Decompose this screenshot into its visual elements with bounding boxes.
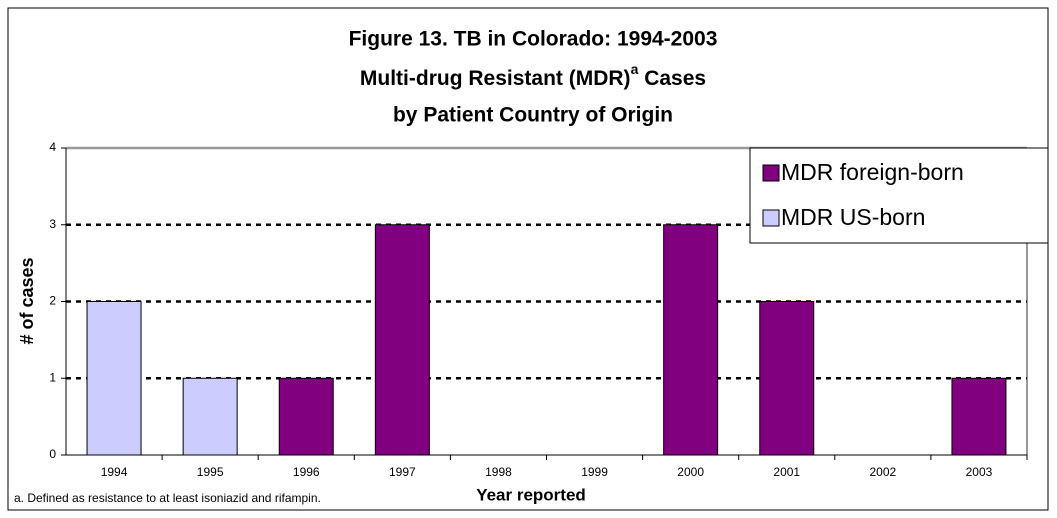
bar: [663, 224, 719, 456]
title-part: Cases: [638, 67, 706, 90]
y-tick-label: 3: [49, 217, 56, 231]
chart-title: Figure 13. TB in Colorado: 1994-2003: [349, 28, 718, 51]
legend-label: MDR US-born: [781, 204, 925, 230]
x-tick-label: 2002: [869, 465, 896, 479]
x-tick-label: 1997: [389, 465, 416, 479]
title-part: Multi-drug Resistant (MDR): [360, 67, 631, 90]
bar: [86, 301, 142, 456]
y-tick-label: 4: [49, 140, 56, 154]
bar: [278, 377, 334, 456]
x-tick-label: 1996: [293, 465, 320, 479]
y-tick-label: 2: [49, 294, 56, 308]
legend-swatch: [762, 209, 780, 227]
bar: [182, 377, 238, 456]
chart-title: by Patient Country of Origin: [393, 104, 673, 127]
bar: [374, 224, 430, 456]
chart-border: [7, 7, 1049, 511]
legend-label: MDR foreign-born: [781, 159, 964, 185]
x-tick-label: 1995: [197, 465, 224, 479]
legend-swatch: [762, 164, 780, 182]
x-tick-label: 2003: [966, 465, 993, 479]
x-axis-label: Year reported: [476, 485, 586, 504]
x-tick-label: 1994: [101, 465, 128, 479]
bar: [951, 377, 1007, 456]
x-tick-label: 1999: [581, 465, 608, 479]
x-tick-label: 2000: [677, 465, 704, 479]
title-superscript: a: [631, 61, 639, 77]
x-tick-label: 2001: [773, 465, 800, 479]
x-tick-label: 1998: [485, 465, 512, 479]
chart-title: Multi-drug Resistant (MDR)a Cases: [360, 61, 706, 90]
footnote: a. Defined as resistance to at least iso…: [14, 491, 321, 505]
y-tick-label: 0: [49, 447, 56, 461]
y-tick-label: 1: [49, 370, 56, 384]
legend-box: [749, 147, 1049, 244]
y-axis-label: # of cases: [17, 257, 37, 344]
bar: [759, 301, 815, 456]
